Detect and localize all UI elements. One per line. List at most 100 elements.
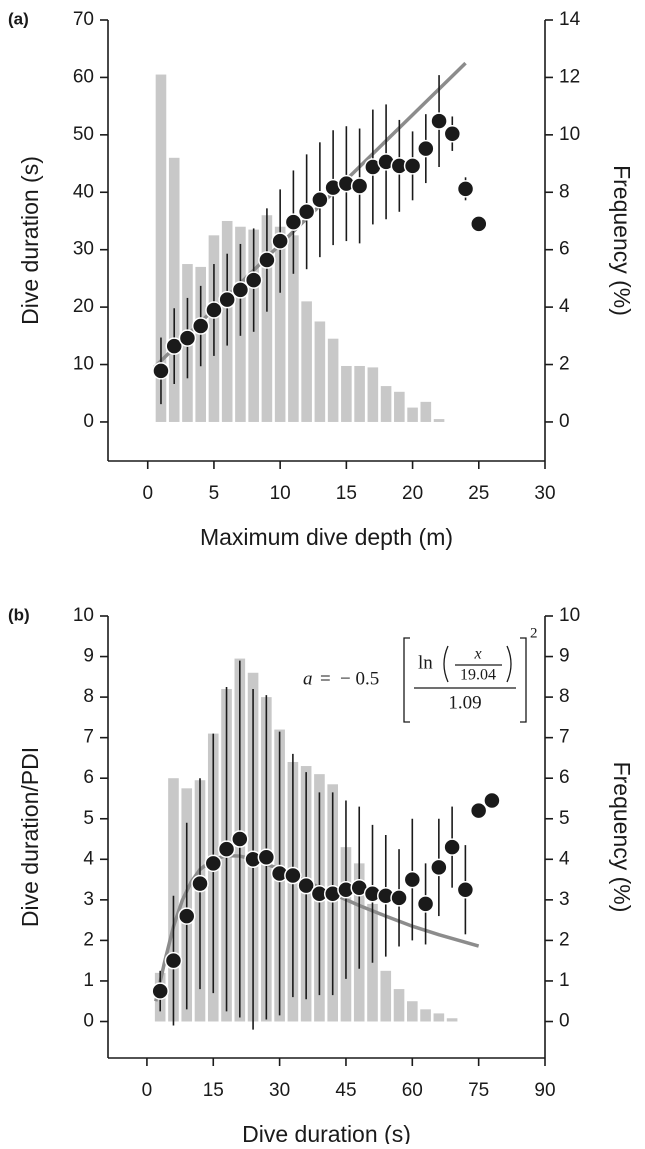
y2-tick-label: 0 — [559, 411, 570, 432]
equation-part: = — [320, 668, 331, 689]
y2-tick-label: 8 — [559, 686, 570, 707]
point — [177, 907, 196, 925]
x-tick-label: 15 — [336, 483, 357, 504]
histogram-bar — [327, 338, 339, 422]
y-tick-label: 70 — [73, 9, 94, 30]
equation-part: − 0.5 — [340, 668, 379, 689]
point — [191, 874, 209, 893]
point — [244, 271, 263, 289]
y2-tick-label: 8 — [559, 181, 570, 202]
x-tick-label: 15 — [203, 1080, 224, 1101]
y-axis-label: Dive duration/PDI — [17, 747, 43, 927]
x-tick-label: 10 — [270, 483, 291, 504]
histogram-bar — [261, 215, 273, 422]
point — [231, 281, 250, 299]
y-tick-label: 40 — [73, 181, 94, 202]
y-tick-label: 9 — [83, 646, 94, 667]
paren — [443, 645, 449, 683]
point — [165, 337, 183, 355]
point — [178, 329, 197, 347]
x-tick-label: 30 — [269, 1080, 290, 1101]
y2-tick-label: 9 — [559, 646, 570, 667]
x-axis-label: Maximum dive depth (m) — [200, 524, 453, 550]
y-tick-label: 2 — [83, 929, 94, 950]
point — [297, 203, 316, 221]
x-tick-label: 75 — [468, 1080, 489, 1101]
y2-tick-label: 2 — [559, 929, 570, 950]
y-tick-label: 0 — [83, 1011, 94, 1032]
point — [403, 870, 422, 889]
point — [456, 180, 475, 198]
equation-part: ln — [418, 652, 433, 673]
histogram-bar — [407, 407, 418, 422]
y-tick-label: 3 — [83, 889, 94, 910]
histogram-bar — [420, 1009, 431, 1022]
point — [284, 213, 303, 231]
y2-tick-label: 6 — [559, 239, 570, 260]
histogram-bar — [433, 419, 445, 422]
point — [483, 791, 501, 810]
paren — [506, 645, 512, 683]
histogram-bar — [168, 157, 180, 422]
x-tick-label: 60 — [402, 1080, 423, 1101]
y2-tick-label: 14 — [559, 9, 581, 30]
bracket — [403, 637, 410, 723]
equation-part: 1.09 — [448, 692, 481, 713]
bracket — [520, 637, 527, 723]
point — [430, 858, 448, 877]
point — [217, 840, 236, 858]
y-tick-label: 0 — [83, 411, 94, 432]
histogram-bar — [380, 386, 392, 422]
histogram-bar — [394, 391, 405, 422]
equation-part: 19.04 — [460, 667, 496, 684]
point — [469, 801, 488, 820]
point — [470, 215, 488, 233]
x-tick-label: 0 — [142, 483, 153, 504]
point — [271, 232, 289, 250]
y-tick-label: 50 — [73, 124, 94, 145]
y-tick-label: 10 — [73, 605, 94, 626]
histogram-bar — [420, 401, 432, 422]
y2-tick-label: 3 — [559, 889, 570, 910]
point — [350, 177, 369, 195]
y2-tick-label: 4 — [559, 296, 570, 317]
point — [311, 190, 329, 209]
x-tick-label: 20 — [402, 483, 423, 504]
x-tick-label: 5 — [209, 483, 220, 504]
y-tick-label: 60 — [73, 66, 94, 87]
histogram-bar — [301, 301, 312, 422]
y2-axis-label: Frequency (%) — [609, 762, 635, 913]
y2-axis-label: Frequency (%) — [609, 165, 635, 316]
x-axis-label: Dive duration (s) — [242, 1121, 411, 1144]
y2-tick-label: 1 — [559, 970, 570, 991]
histogram-bar — [380, 970, 392, 1022]
y-axis-label: Dive duration (s) — [17, 156, 43, 325]
y2-tick-label: 10 — [559, 605, 580, 626]
x-tick-label: 30 — [534, 483, 555, 504]
histogram-bar — [288, 235, 299, 422]
point — [258, 251, 276, 269]
histogram-bar — [407, 1001, 418, 1022]
point — [191, 317, 210, 335]
point — [443, 124, 462, 143]
y-tick-label: 30 — [73, 239, 94, 260]
point — [403, 157, 422, 175]
x-tick-label: 45 — [335, 1080, 356, 1101]
y2-tick-label: 5 — [559, 808, 570, 829]
histogram-bar — [367, 367, 379, 422]
point — [284, 866, 302, 885]
y2-tick-label: 7 — [559, 727, 570, 748]
panel-label: (b) — [8, 605, 30, 624]
y-tick-label: 1 — [83, 970, 94, 991]
y2-tick-label: 10 — [559, 124, 580, 145]
histogram-bar — [393, 989, 405, 1022]
x-tick-label: 25 — [468, 483, 489, 504]
equation-part: 2 — [530, 625, 538, 641]
histogram-bar — [341, 365, 352, 422]
point — [204, 854, 223, 873]
point — [257, 848, 276, 867]
equation: a = − 0.5 ln x 19.04 1.09 2 — [303, 625, 538, 723]
y-tick-label: 8 — [83, 686, 94, 707]
